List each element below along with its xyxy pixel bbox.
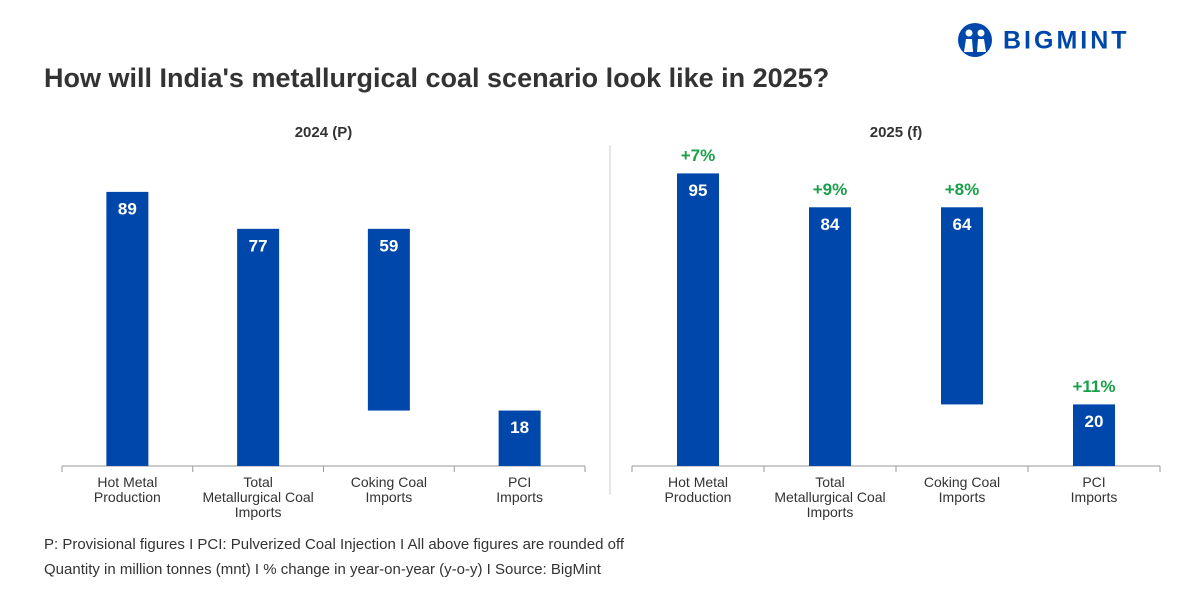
x-tick-label: PCI Imports	[1070, 474, 1118, 505]
change-label: +8%	[945, 180, 980, 199]
bar	[677, 173, 719, 466]
logo: BIGMINT	[958, 23, 1130, 57]
x-tick-label: Coking Coal Imports	[923, 474, 1001, 505]
value-label: 64	[953, 215, 972, 234]
logo-icon	[977, 29, 985, 37]
bar	[1073, 404, 1115, 466]
bar	[941, 207, 983, 405]
logo-icon	[965, 29, 973, 37]
x-tick-label: Hot Metal Production	[93, 474, 161, 505]
panel-title: 2024 (P)	[295, 124, 353, 141]
bar	[367, 228, 410, 411]
x-tick-label: Hot Metal Production	[664, 474, 732, 505]
value-label: 59	[379, 236, 398, 255]
value-label: 18	[510, 418, 529, 437]
x-tick-label: Coking Coal Imports	[350, 474, 427, 505]
bar	[237, 228, 280, 466]
bar	[498, 410, 541, 466]
logo-icon	[964, 39, 986, 52]
value-label: 20	[1085, 412, 1104, 431]
value-label: 95	[689, 181, 708, 200]
bar	[809, 207, 851, 466]
panel-title: 2025 (f)	[870, 124, 923, 141]
value-label: 89	[118, 199, 137, 218]
change-label: +7%	[681, 146, 716, 165]
bar	[106, 191, 149, 466]
logo-icon	[958, 23, 992, 57]
value-label: 77	[249, 236, 268, 255]
x-tick-label: Total Metallurgical Coal Imports	[202, 474, 314, 520]
x-tick-label: PCI Imports	[496, 474, 543, 505]
logo-text: BIGMINT	[1003, 27, 1130, 55]
title: How will India's metallurgical coal scen…	[44, 63, 829, 93]
x-tick-label: Total Metallurgical Coal Imports	[774, 474, 886, 520]
value-label: 84	[821, 215, 840, 234]
change-label: +9%	[813, 180, 848, 199]
note: Quantity in million tonnes (mnt) I % cha…	[44, 561, 602, 578]
note: P: Provisional figures I PCI: Pulverized…	[44, 536, 625, 553]
change-label: +11%	[1072, 377, 1115, 396]
